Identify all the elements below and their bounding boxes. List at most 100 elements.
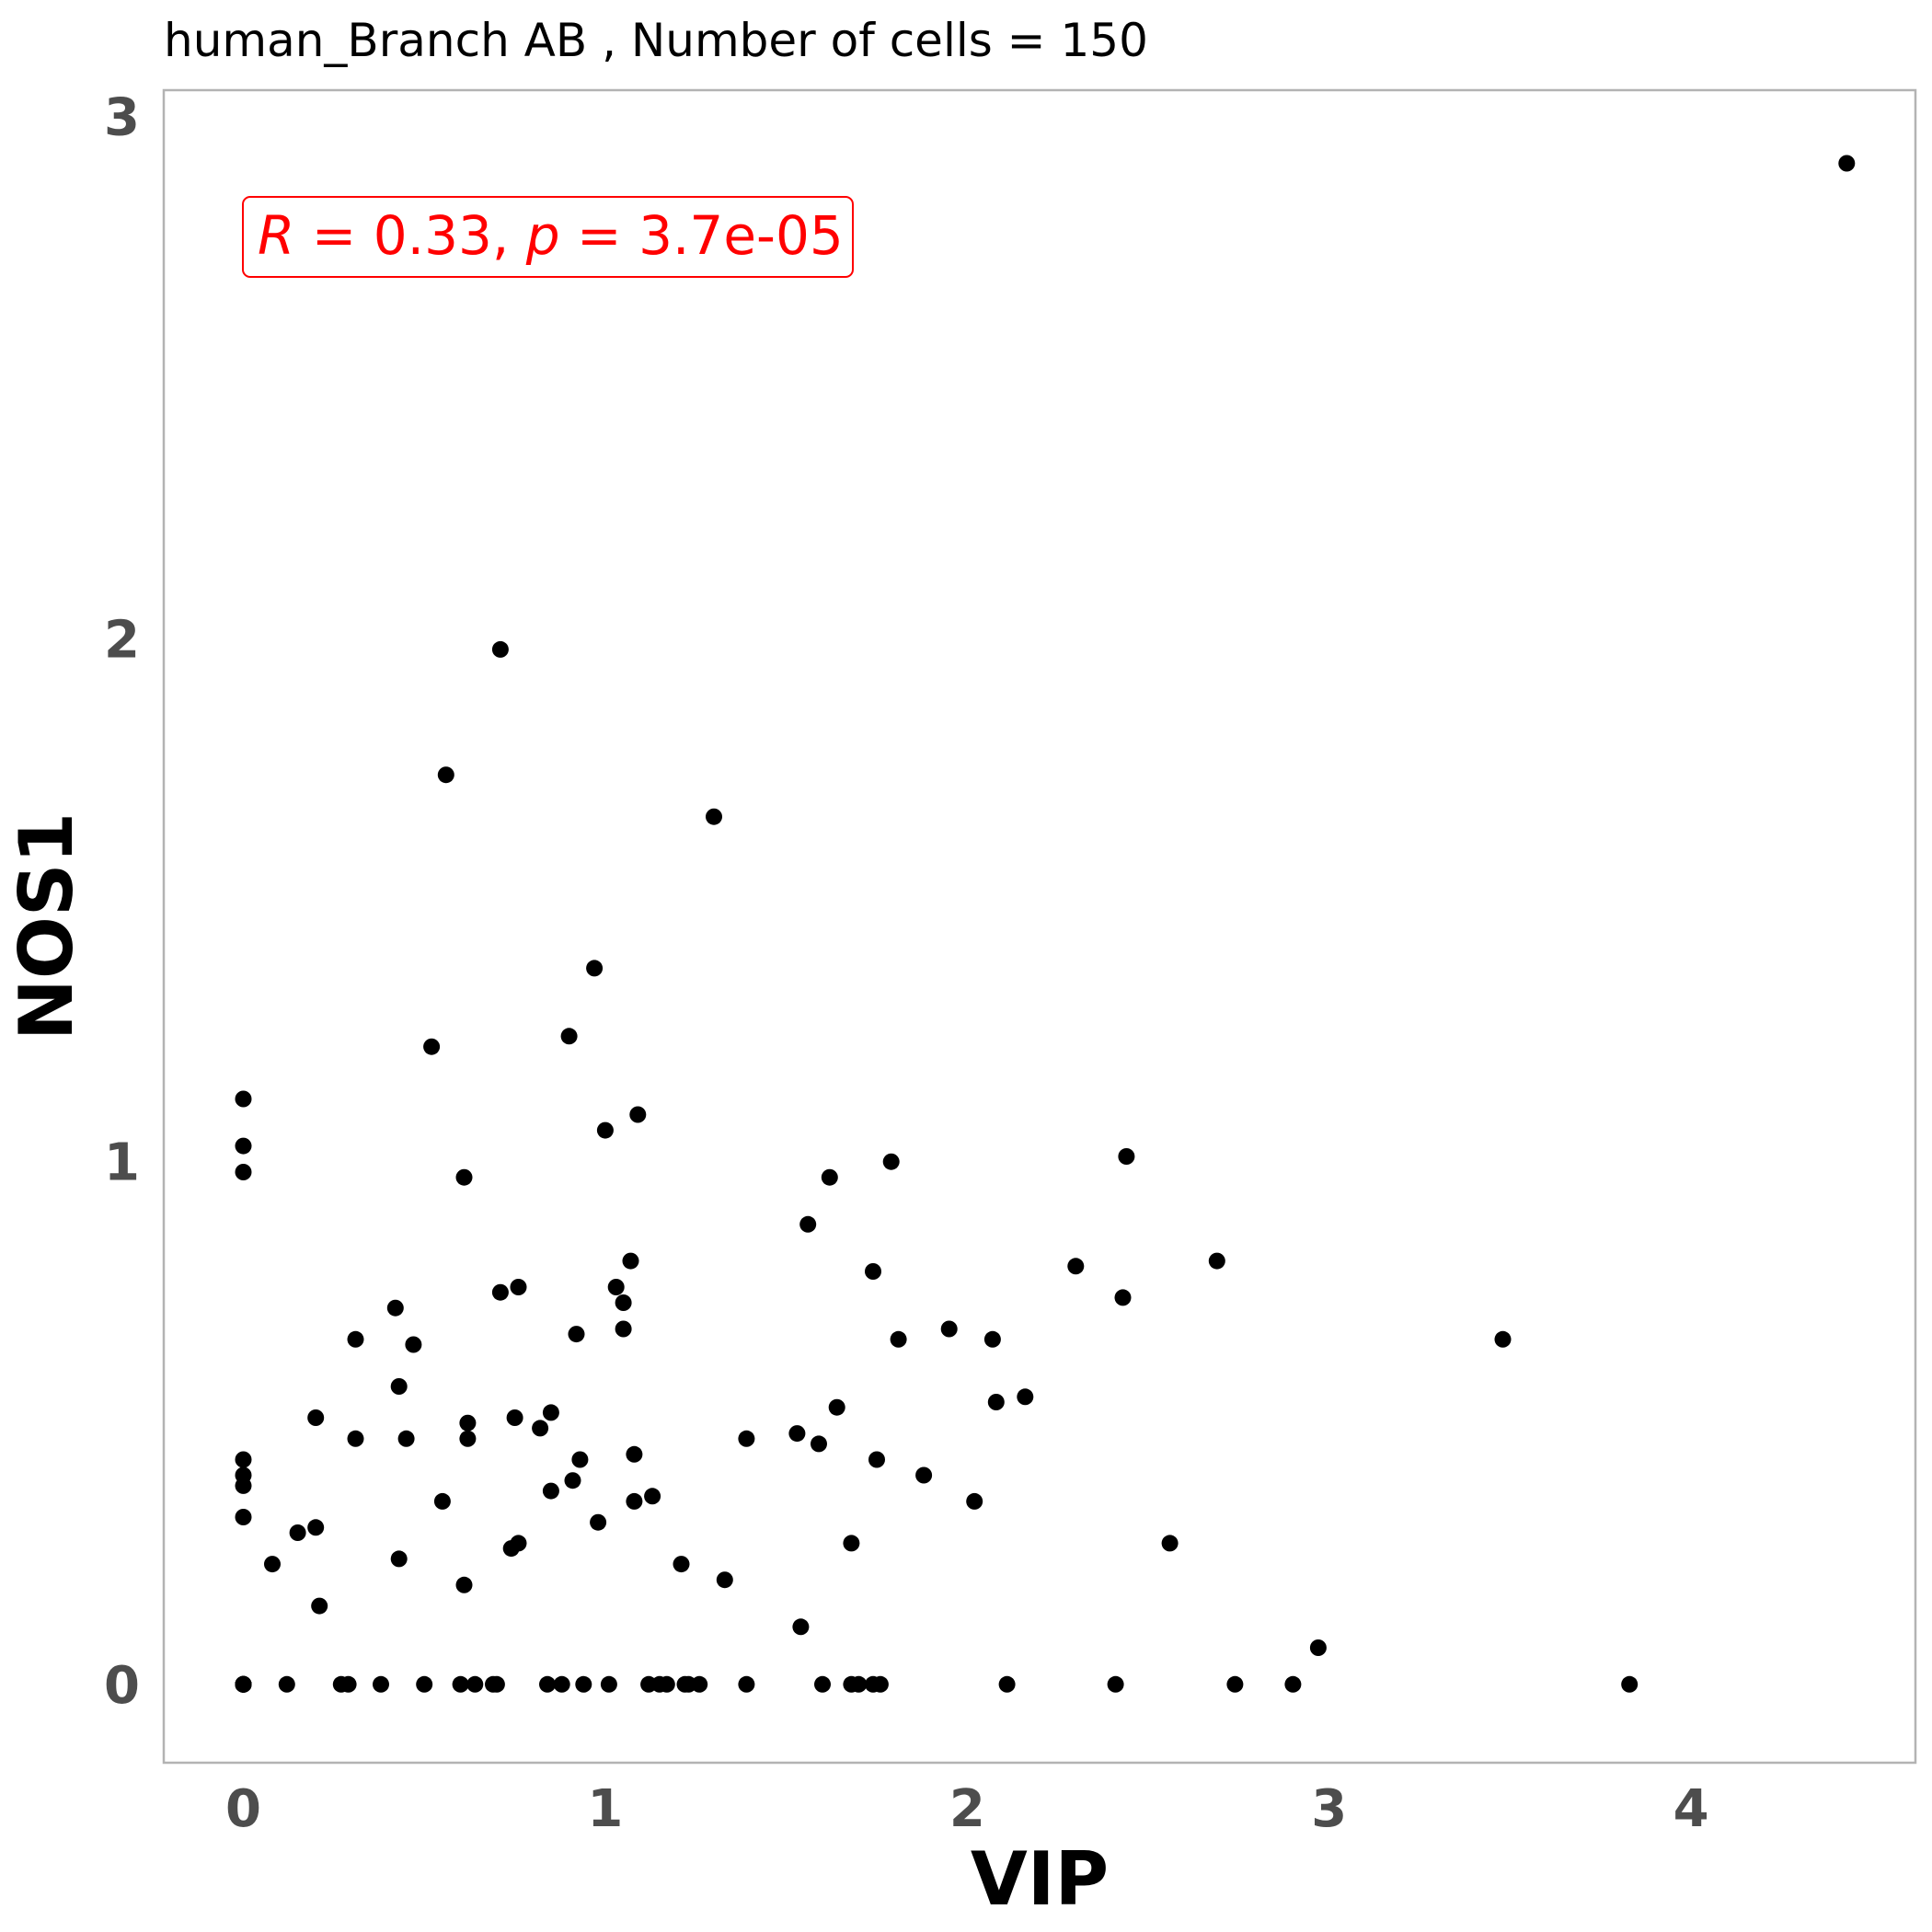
p-symbol: p — [525, 204, 560, 267]
data-point — [871, 1675, 889, 1693]
data-point — [539, 1675, 556, 1693]
data-point — [235, 1090, 252, 1108]
data-point — [405, 1336, 422, 1353]
data-point — [571, 1451, 589, 1468]
data-point — [278, 1675, 295, 1693]
data-point — [491, 640, 509, 658]
x-tick-label: 4 — [1673, 1779, 1709, 1839]
data-point — [532, 1420, 549, 1437]
data-point — [1161, 1535, 1179, 1552]
data-point — [1838, 155, 1856, 172]
r-symbol: R — [258, 204, 294, 267]
data-point — [235, 1137, 252, 1155]
x-tick-label: 1 — [587, 1779, 623, 1839]
y-axis-ticks: 0 1 2 3 — [104, 87, 140, 1715]
data-point — [691, 1675, 708, 1693]
data-point — [307, 1409, 325, 1426]
x-tick-label: 3 — [1311, 1779, 1347, 1839]
chart-title: human_Branch AB , Number of cells = 150 — [164, 14, 1148, 67]
data-point — [600, 1675, 617, 1693]
data-point — [626, 1492, 643, 1510]
data-point — [390, 1378, 408, 1395]
data-point — [386, 1299, 404, 1317]
correlation-annotation: R = 0.33, p = 3.7e-05 — [242, 196, 854, 278]
data-point — [792, 1618, 810, 1636]
data-point — [560, 1028, 578, 1045]
data-point — [264, 1556, 281, 1573]
data-point — [510, 1535, 527, 1552]
x-tick-label: 2 — [949, 1779, 985, 1839]
data-point — [915, 1466, 933, 1484]
data-point — [673, 1556, 690, 1573]
data-point — [882, 1153, 900, 1170]
data-point — [1284, 1675, 1302, 1693]
data-point — [433, 1492, 451, 1510]
data-point — [590, 1513, 607, 1531]
data-point — [586, 960, 604, 977]
data-point — [644, 1488, 661, 1505]
p-value: = 3.7e-05 — [560, 204, 844, 267]
data-point — [347, 1430, 364, 1447]
data-point — [629, 1106, 647, 1123]
data-point — [390, 1550, 408, 1568]
data-point — [716, 1571, 733, 1589]
data-point — [491, 1283, 509, 1301]
data-point — [416, 1675, 433, 1693]
data-point — [987, 1394, 1005, 1410]
data-point — [1208, 1252, 1225, 1270]
data-point — [506, 1409, 523, 1426]
x-tick-label: 0 — [225, 1779, 261, 1839]
data-point — [1067, 1258, 1085, 1275]
data-point — [890, 1330, 907, 1348]
data-point — [1107, 1675, 1124, 1693]
data-point — [596, 1121, 614, 1139]
data-point — [788, 1425, 806, 1443]
data-point — [459, 1414, 477, 1432]
r-value: = 0.33, — [294, 204, 525, 267]
data-point — [998, 1675, 1016, 1693]
data-point — [1114, 1289, 1132, 1306]
data-point — [1118, 1148, 1135, 1165]
data-point — [658, 1675, 675, 1693]
data-point — [706, 808, 722, 825]
data-point — [235, 1675, 252, 1693]
data-point — [1494, 1330, 1512, 1348]
data-point — [466, 1675, 484, 1693]
data-point — [799, 1215, 817, 1233]
data-point — [1017, 1388, 1034, 1406]
y-tick-label: 3 — [104, 87, 140, 147]
data-point — [622, 1252, 639, 1270]
data-point — [814, 1675, 831, 1693]
data-point — [607, 1279, 625, 1295]
x-axis-ticks: 0 1 2 3 4 — [225, 1779, 1709, 1839]
data-point — [339, 1675, 357, 1693]
data-point — [311, 1597, 328, 1615]
y-tick-label: 0 — [104, 1656, 140, 1716]
data-point — [459, 1430, 477, 1447]
data-point — [437, 766, 454, 784]
data-point — [828, 1398, 845, 1416]
data-point — [553, 1675, 570, 1693]
data-point — [966, 1492, 983, 1510]
data-point — [811, 1435, 827, 1453]
data-point — [615, 1294, 632, 1311]
data-point — [397, 1430, 415, 1447]
plot-panel — [162, 88, 1917, 1765]
data-point — [235, 1477, 252, 1494]
data-point — [575, 1675, 592, 1693]
data-point — [568, 1326, 585, 1343]
y-tick-label: 2 — [104, 611, 140, 671]
data-point — [542, 1482, 559, 1500]
correlation-text: R = 0.33, p = 3.7e-05 — [258, 204, 844, 267]
data-point — [235, 1451, 252, 1468]
y-tick-label: 1 — [104, 1133, 140, 1193]
data-point — [626, 1445, 643, 1463]
data-point — [983, 1330, 1001, 1348]
data-point — [347, 1330, 364, 1348]
data-point — [455, 1576, 473, 1593]
data-point — [868, 1451, 885, 1468]
data-point — [843, 1535, 860, 1552]
data-point — [452, 1675, 469, 1693]
data-point — [821, 1168, 838, 1186]
